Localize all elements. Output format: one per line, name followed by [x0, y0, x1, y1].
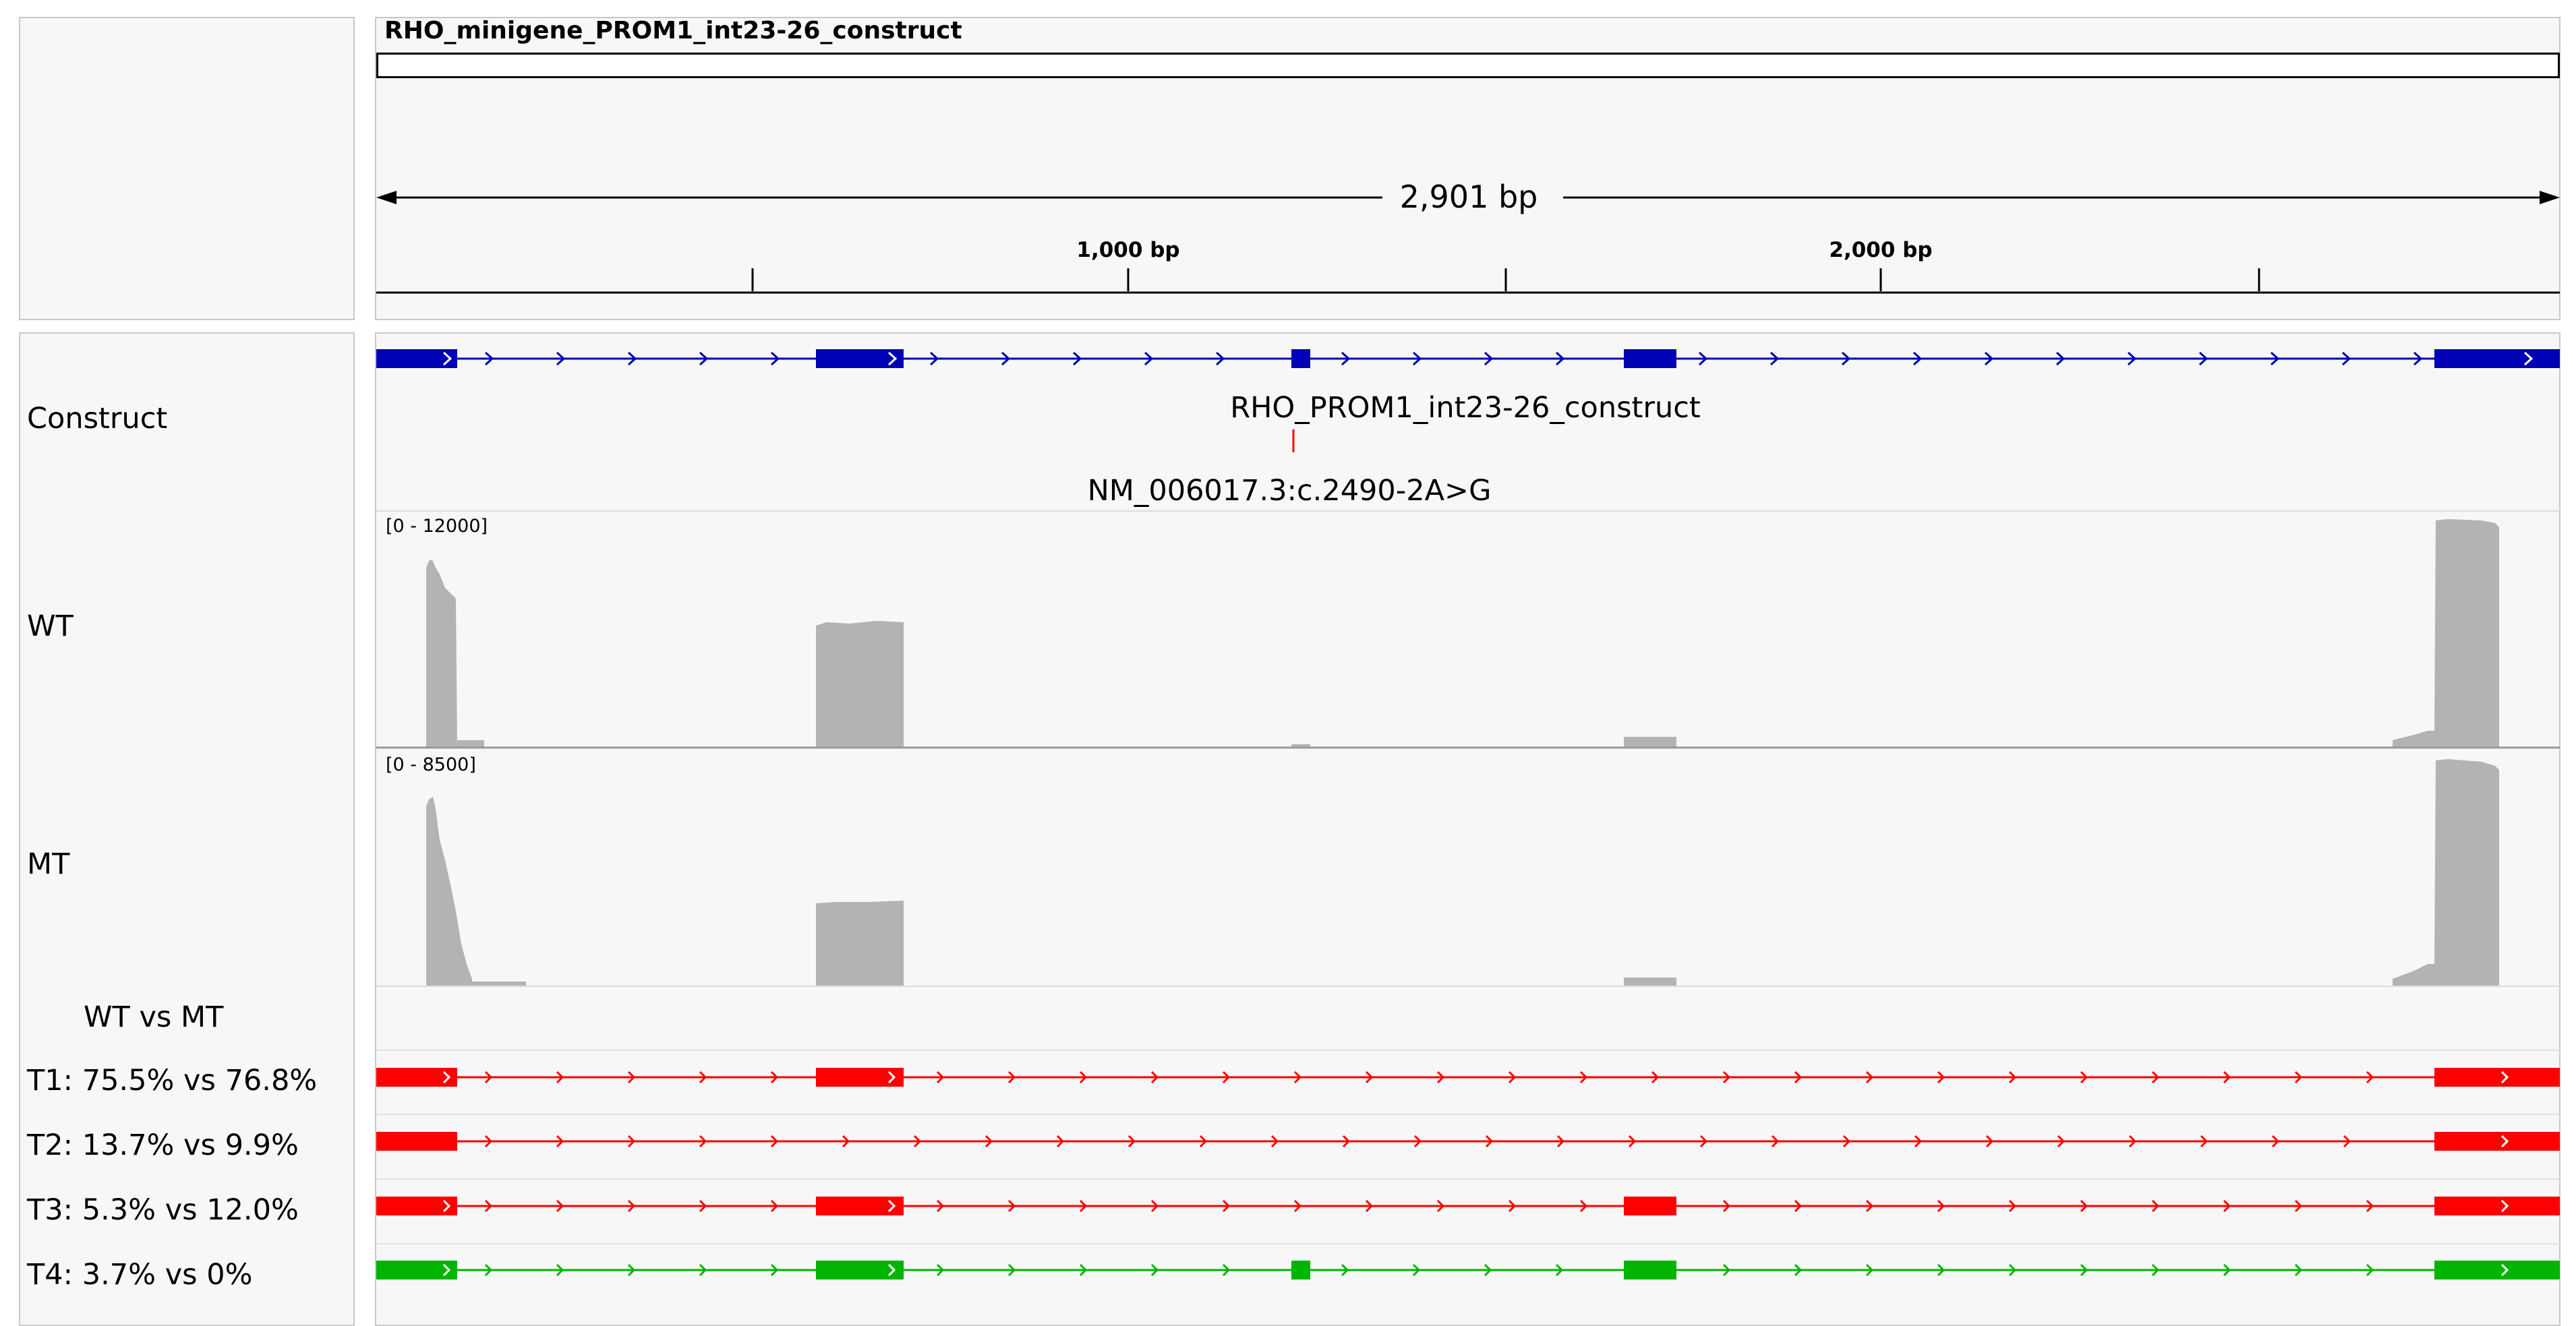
construct-gene-model	[376, 349, 2560, 368]
construct-exon	[1291, 349, 1310, 368]
mt-coverage-peak	[1624, 977, 1676, 986]
transcript-t1	[376, 1068, 2560, 1087]
track-name-t4[interactable]: T4: 3.7% vs 0%	[27, 1258, 253, 1292]
variant-label: NM_006017.3:c.2490-2A>G	[1088, 474, 1492, 508]
mt-data-range: [0 - 8500]	[386, 754, 476, 775]
wt-coverage-peak	[1624, 737, 1676, 747]
mt-coverage-track: [0 - 8500]	[376, 754, 2560, 987]
mt-coverage-peak	[426, 797, 472, 986]
track-names-panel	[19, 332, 355, 1326]
construct-exon	[1624, 349, 1676, 368]
track-name-t3[interactable]: T3: 5.3% vs 12.0%	[27, 1193, 299, 1227]
comparison-header: WT vs MT	[84, 1000, 224, 1034]
ruler-graphic[interactable]: 2,901 bp 1,000 bp 2,000 bp	[0, 0, 2576, 324]
wt-data-range: [0 - 12000]	[386, 516, 488, 537]
data-panel	[375, 332, 2560, 1326]
track-name-wt[interactable]: WT	[27, 609, 74, 643]
wt-coverage-peak	[2393, 519, 2499, 747]
wt-coverage-peak	[816, 621, 904, 747]
track-name-construct[interactable]: Construct	[27, 402, 168, 435]
tick-label: 2,000 bp	[1829, 238, 1932, 262]
tick-label: 1,000 bp	[1076, 238, 1179, 262]
reference-name: RHO_minigene_PROM1_int23-26_construct	[384, 17, 962, 44]
construct-intron-arrows	[484, 351, 2423, 366]
construct-feature-label: RHO_PROM1_int23-26_construct	[1230, 391, 1701, 425]
mt-coverage-peak	[2393, 759, 2499, 986]
wt-coverage-tail	[457, 740, 484, 747]
span-arrow-left-icon	[376, 191, 397, 204]
chromosome-ideogram-bar[interactable]	[376, 53, 2560, 78]
mt-coverage-peak	[816, 901, 904, 986]
track-name-t2[interactable]: T2: 13.7% vs 9.9%	[27, 1128, 299, 1162]
transcript-t3	[376, 1197, 2560, 1215]
track-name-t1[interactable]: T1: 75.5% vs 76.8%	[27, 1064, 318, 1097]
wt-coverage-track: [0 - 12000]	[376, 510, 2560, 749]
track-name-mt[interactable]: MT	[27, 847, 70, 881]
transcript-t2	[376, 1132, 2560, 1151]
construct-exon	[376, 349, 457, 368]
construct-exon	[816, 349, 904, 368]
wt-coverage-blip	[1291, 744, 1310, 747]
construct-exon	[2434, 349, 2560, 368]
span-arrow-right-icon	[2540, 191, 2560, 204]
ruler-name-panel	[19, 17, 355, 320]
construct-exon-arrows	[442, 351, 2534, 366]
wt-coverage-peak	[426, 560, 457, 747]
transcript-t4	[376, 1261, 2560, 1279]
span-label: 2,901 bp	[1400, 179, 1538, 215]
mt-coverage-tail	[472, 982, 526, 986]
